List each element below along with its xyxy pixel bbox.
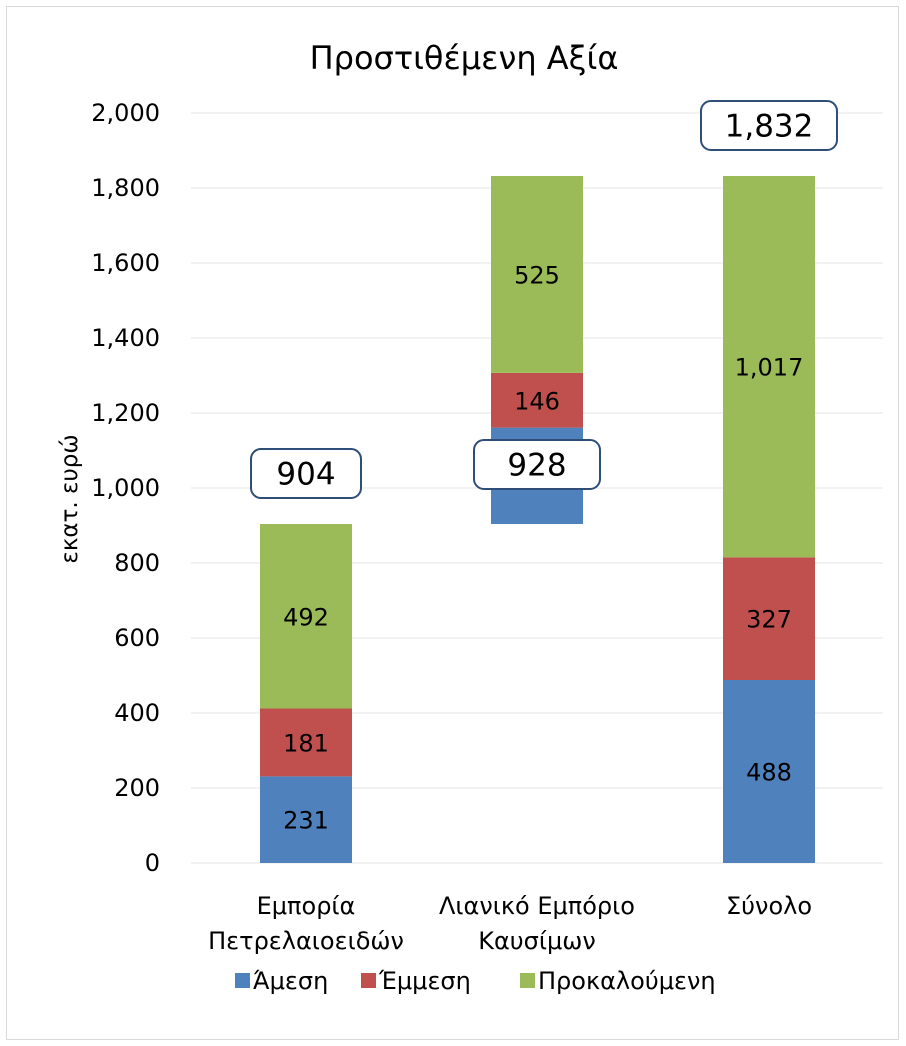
y-tick-label: 1,600 — [91, 249, 160, 277]
chart-svg: Προστιθέμενη Αξία 0 200 400 600 800 1,000 1,20… — [57, 39, 883, 995]
x-axis-categories: Εμπορία Πετρελαιοειδών Λιανικό Εμπόριο Καυσ… — [208, 892, 812, 955]
x-category-label: Πετρελαιοειδών — [208, 927, 404, 955]
y-tick-label: 600 — [114, 624, 160, 652]
x-category-label: Λιανικό Εμπόριο — [439, 892, 635, 920]
y-tick-label: 800 — [114, 549, 160, 577]
chart-frame: Προστιθέμενη Αξία 0 200 400 600 800 1,000 1,20… — [6, 6, 899, 1040]
y-axis-ticks: 0 200 400 600 800 1,000 1,200 1,400 1,600 1,800 2,… — [91, 99, 160, 877]
bar-value-label: 327 — [746, 606, 792, 634]
y-tick-label: 1,800 — [91, 174, 160, 202]
bar-value-label: 1,017 — [735, 354, 804, 382]
bar-value-label: 231 — [283, 807, 329, 835]
y-tick-label: 2,000 — [91, 99, 160, 127]
bars: 2311814922571465254883271,017 — [260, 176, 815, 863]
legend: Άμεση Έμμεση Προκαλούμενη — [235, 967, 716, 995]
bar-value-label: 525 — [514, 261, 560, 289]
y-tick-label: 1,200 — [91, 399, 160, 427]
x-category-label: Καυσίμων — [478, 927, 596, 955]
y-tick-label: 1,400 — [91, 324, 160, 352]
total-label: 1,832 — [725, 109, 814, 145]
y-tick-label: 200 — [114, 774, 160, 802]
legend-swatch — [520, 973, 535, 988]
legend-label: Έμμεση — [378, 967, 471, 995]
bar-segment — [260, 776, 352, 863]
total-label-box — [700, 100, 838, 151]
bar-segment — [723, 557, 815, 680]
total-label: 928 — [507, 448, 566, 484]
bar-value-label: 492 — [283, 603, 329, 631]
bar-value-label: 488 — [746, 759, 792, 787]
total-label-box — [250, 448, 362, 499]
total-label-box — [473, 439, 601, 490]
bar-segment — [491, 372, 583, 428]
y-tick-label: 400 — [114, 699, 160, 727]
legend-swatch — [235, 973, 250, 988]
y-tick-label: 0 — [145, 849, 160, 877]
x-category-label: Σύνολο — [726, 892, 812, 920]
bar-segment — [260, 708, 352, 777]
chart-title: Προστιθέμενη Αξία — [310, 39, 619, 77]
bar-segment — [723, 680, 815, 863]
legend-label: Άμεση — [253, 967, 328, 995]
bar-segment — [260, 524, 352, 709]
bar-value-label: 181 — [283, 729, 329, 757]
y-tick-label: 1,000 — [91, 474, 160, 502]
bar-value-label: 146 — [514, 387, 560, 415]
legend-label: Προκαλούμενη — [538, 967, 716, 995]
bar-segment — [723, 176, 815, 558]
x-category-label: Εμπορία — [257, 892, 356, 920]
total-label: 904 — [276, 457, 335, 493]
legend-swatch — [361, 973, 376, 988]
y-axis-label: εκατ. ευρώ — [57, 434, 83, 563]
total-labels: 904 928 1,832 — [250, 100, 838, 499]
bar-segment — [491, 176, 583, 373]
